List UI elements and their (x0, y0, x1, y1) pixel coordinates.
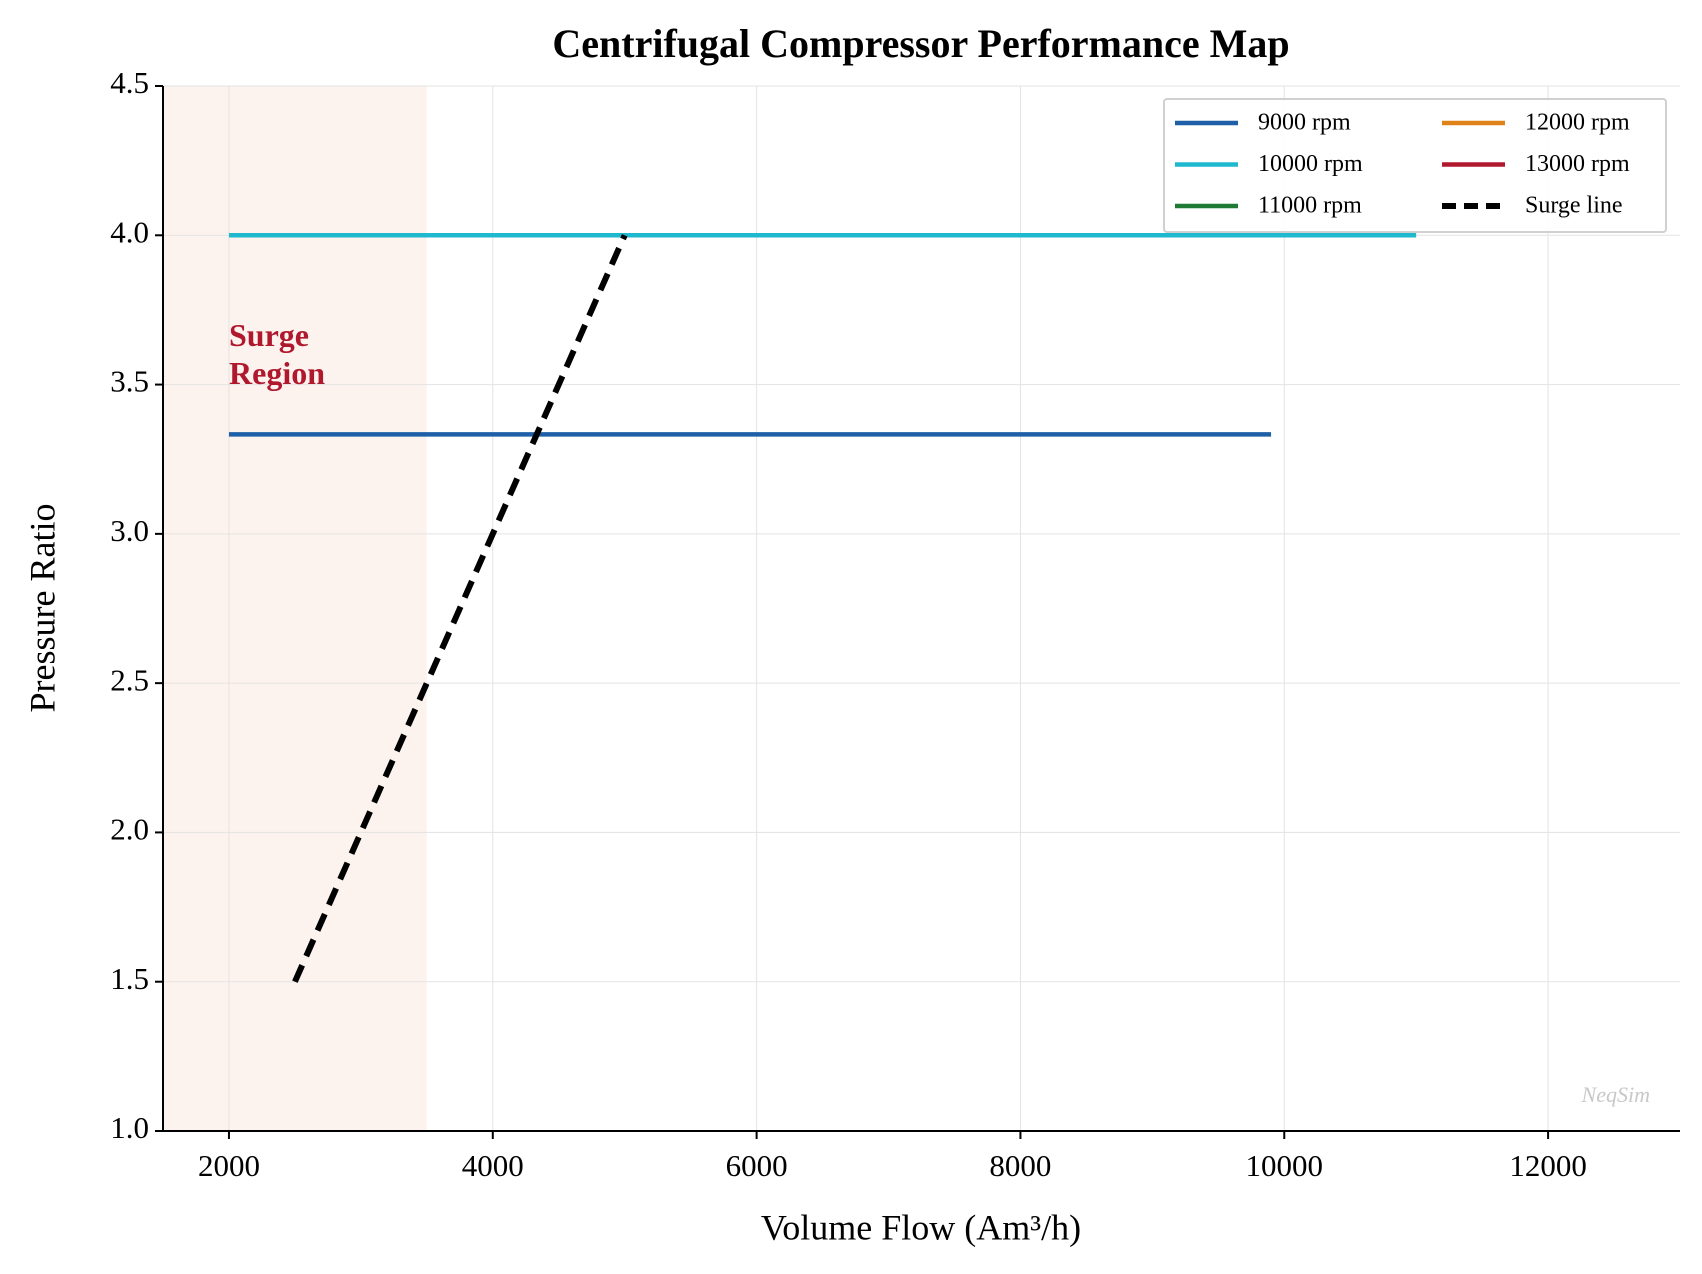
y-axis-label: Pressure Ratio (22, 504, 62, 713)
legend-label: 9000 rpm (1258, 110, 1351, 136)
chart-title: Centrifugal Compressor Performance Map (552, 21, 1289, 66)
y-tick-label: 1.5 (110, 961, 149, 996)
x-tick-label: 2000 (198, 1148, 260, 1183)
y-tick-label: 4.0 (110, 214, 149, 249)
legend-label: 13000 rpm (1525, 151, 1630, 177)
x-tick-label: 8000 (989, 1148, 1051, 1183)
legend-label: 11000 rpm (1258, 193, 1362, 219)
x-axis-label: Volume Flow (Am³/h) (761, 1207, 1081, 1247)
surge-region (163, 86, 427, 1131)
x-tick-label: 10000 (1246, 1148, 1324, 1183)
legend-label: Surge line (1525, 193, 1623, 219)
x-tick-label: 4000 (462, 1148, 524, 1183)
y-tick-label: 1.0 (110, 1110, 149, 1145)
watermark: NeqSim (1581, 1082, 1650, 1107)
x-tick-label: 6000 (726, 1148, 788, 1183)
x-tick-label: 12000 (1509, 1148, 1587, 1183)
surge-line (292, 234, 628, 983)
legend: 9000 rpm 10000 rpm 11000 rpm 12000 rpm 13000… (1163, 98, 1667, 233)
y-tick-label: 2.0 (110, 812, 149, 847)
y-tick-label: 3.0 (110, 513, 149, 548)
y-tick-label: 2.5 (110, 662, 149, 697)
legend-label: 12000 rpm (1525, 110, 1630, 136)
surge-region-label: Surge Region (229, 317, 325, 391)
y-tick-label: 3.5 (110, 364, 149, 399)
legend-box (1163, 98, 1667, 233)
y-tick-label: 4.5 (110, 65, 149, 100)
legend-label: 10000 rpm (1258, 151, 1363, 177)
